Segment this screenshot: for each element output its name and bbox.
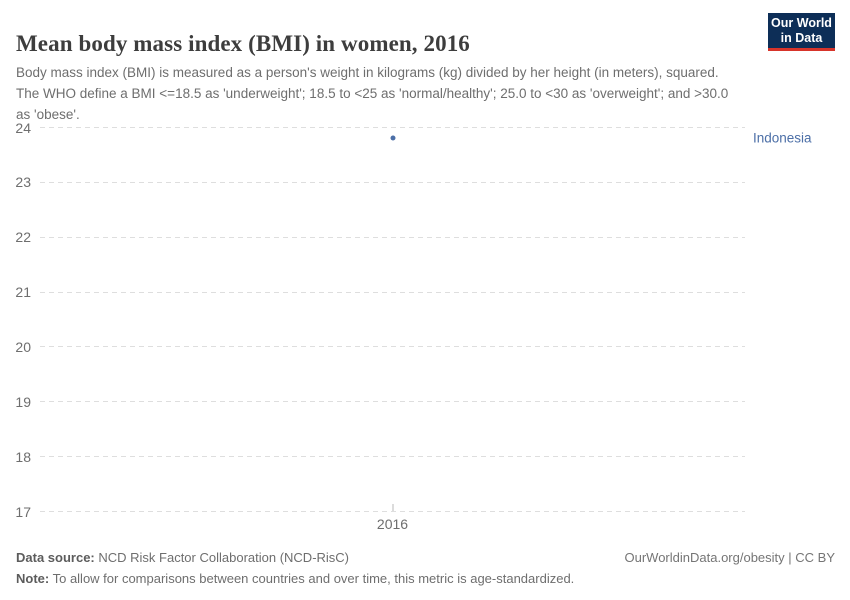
chart-footer: Data source: NCD Risk Factor Collaborati…	[16, 547, 835, 589]
owid-logo[interactable]: Our World in Data	[768, 13, 835, 51]
y-axis-tick-label: 18	[15, 448, 31, 465]
gridline-y-20: 20	[15, 339, 745, 355]
y-axis-tick-label: 24	[15, 119, 31, 136]
data-source-line: Data source: NCD Risk Factor Collaborati…	[16, 547, 574, 568]
gridline-y-17: 17	[15, 504, 745, 520]
chart-subtitle: Body mass index (BMI) is measured as a p…	[16, 64, 729, 122]
owid-logo-line2: in Data	[780, 30, 823, 45]
footer-attribution[interactable]: OurWorldinData.org/obesity | CC BY	[624, 550, 836, 565]
owid-logo-line1: Our World	[771, 15, 832, 30]
note-label: Note:	[16, 571, 50, 586]
chart-title: Mean body mass index (BMI) in women, 201…	[16, 31, 470, 57]
y-axis-tick-label: 20	[15, 338, 31, 355]
data-source-label: Data source:	[16, 550, 95, 565]
gridline-y-24: 24	[15, 120, 745, 136]
entity-label-indonesia[interactable]: Indonesia	[753, 130, 812, 146]
plot-area: 17 18 19 20 21 22 23 24 2016 Indonesia	[15, 120, 811, 533]
gridline-y-18: 18	[15, 449, 745, 465]
data-source-text: NCD Risk Factor Collaboration (NCD-RisC)	[94, 550, 350, 565]
gridline-y-22: 22	[15, 229, 745, 245]
x-axis-tick	[392, 504, 393, 511]
y-axis-tick-label: 21	[15, 284, 31, 301]
footer-left: Data source: NCD Risk Factor Collaborati…	[16, 547, 574, 589]
note-text: To allow for comparisons between countri…	[49, 571, 575, 586]
y-axis-tick-label: 17	[15, 503, 31, 520]
y-axis-tick-label: 23	[15, 174, 31, 191]
y-axis-tick-label: 19	[15, 393, 31, 410]
y-axis-tick-label: 22	[15, 229, 31, 246]
note-line: Note: To allow for comparisons between c…	[16, 568, 574, 589]
x-axis-tick-label: 2016	[376, 516, 409, 532]
data-point-indonesia[interactable]	[390, 135, 395, 141]
gridline-y-19: 19	[15, 394, 745, 410]
gridline-y-21: 21	[15, 284, 745, 300]
gridline-y-23: 23	[15, 174, 745, 190]
